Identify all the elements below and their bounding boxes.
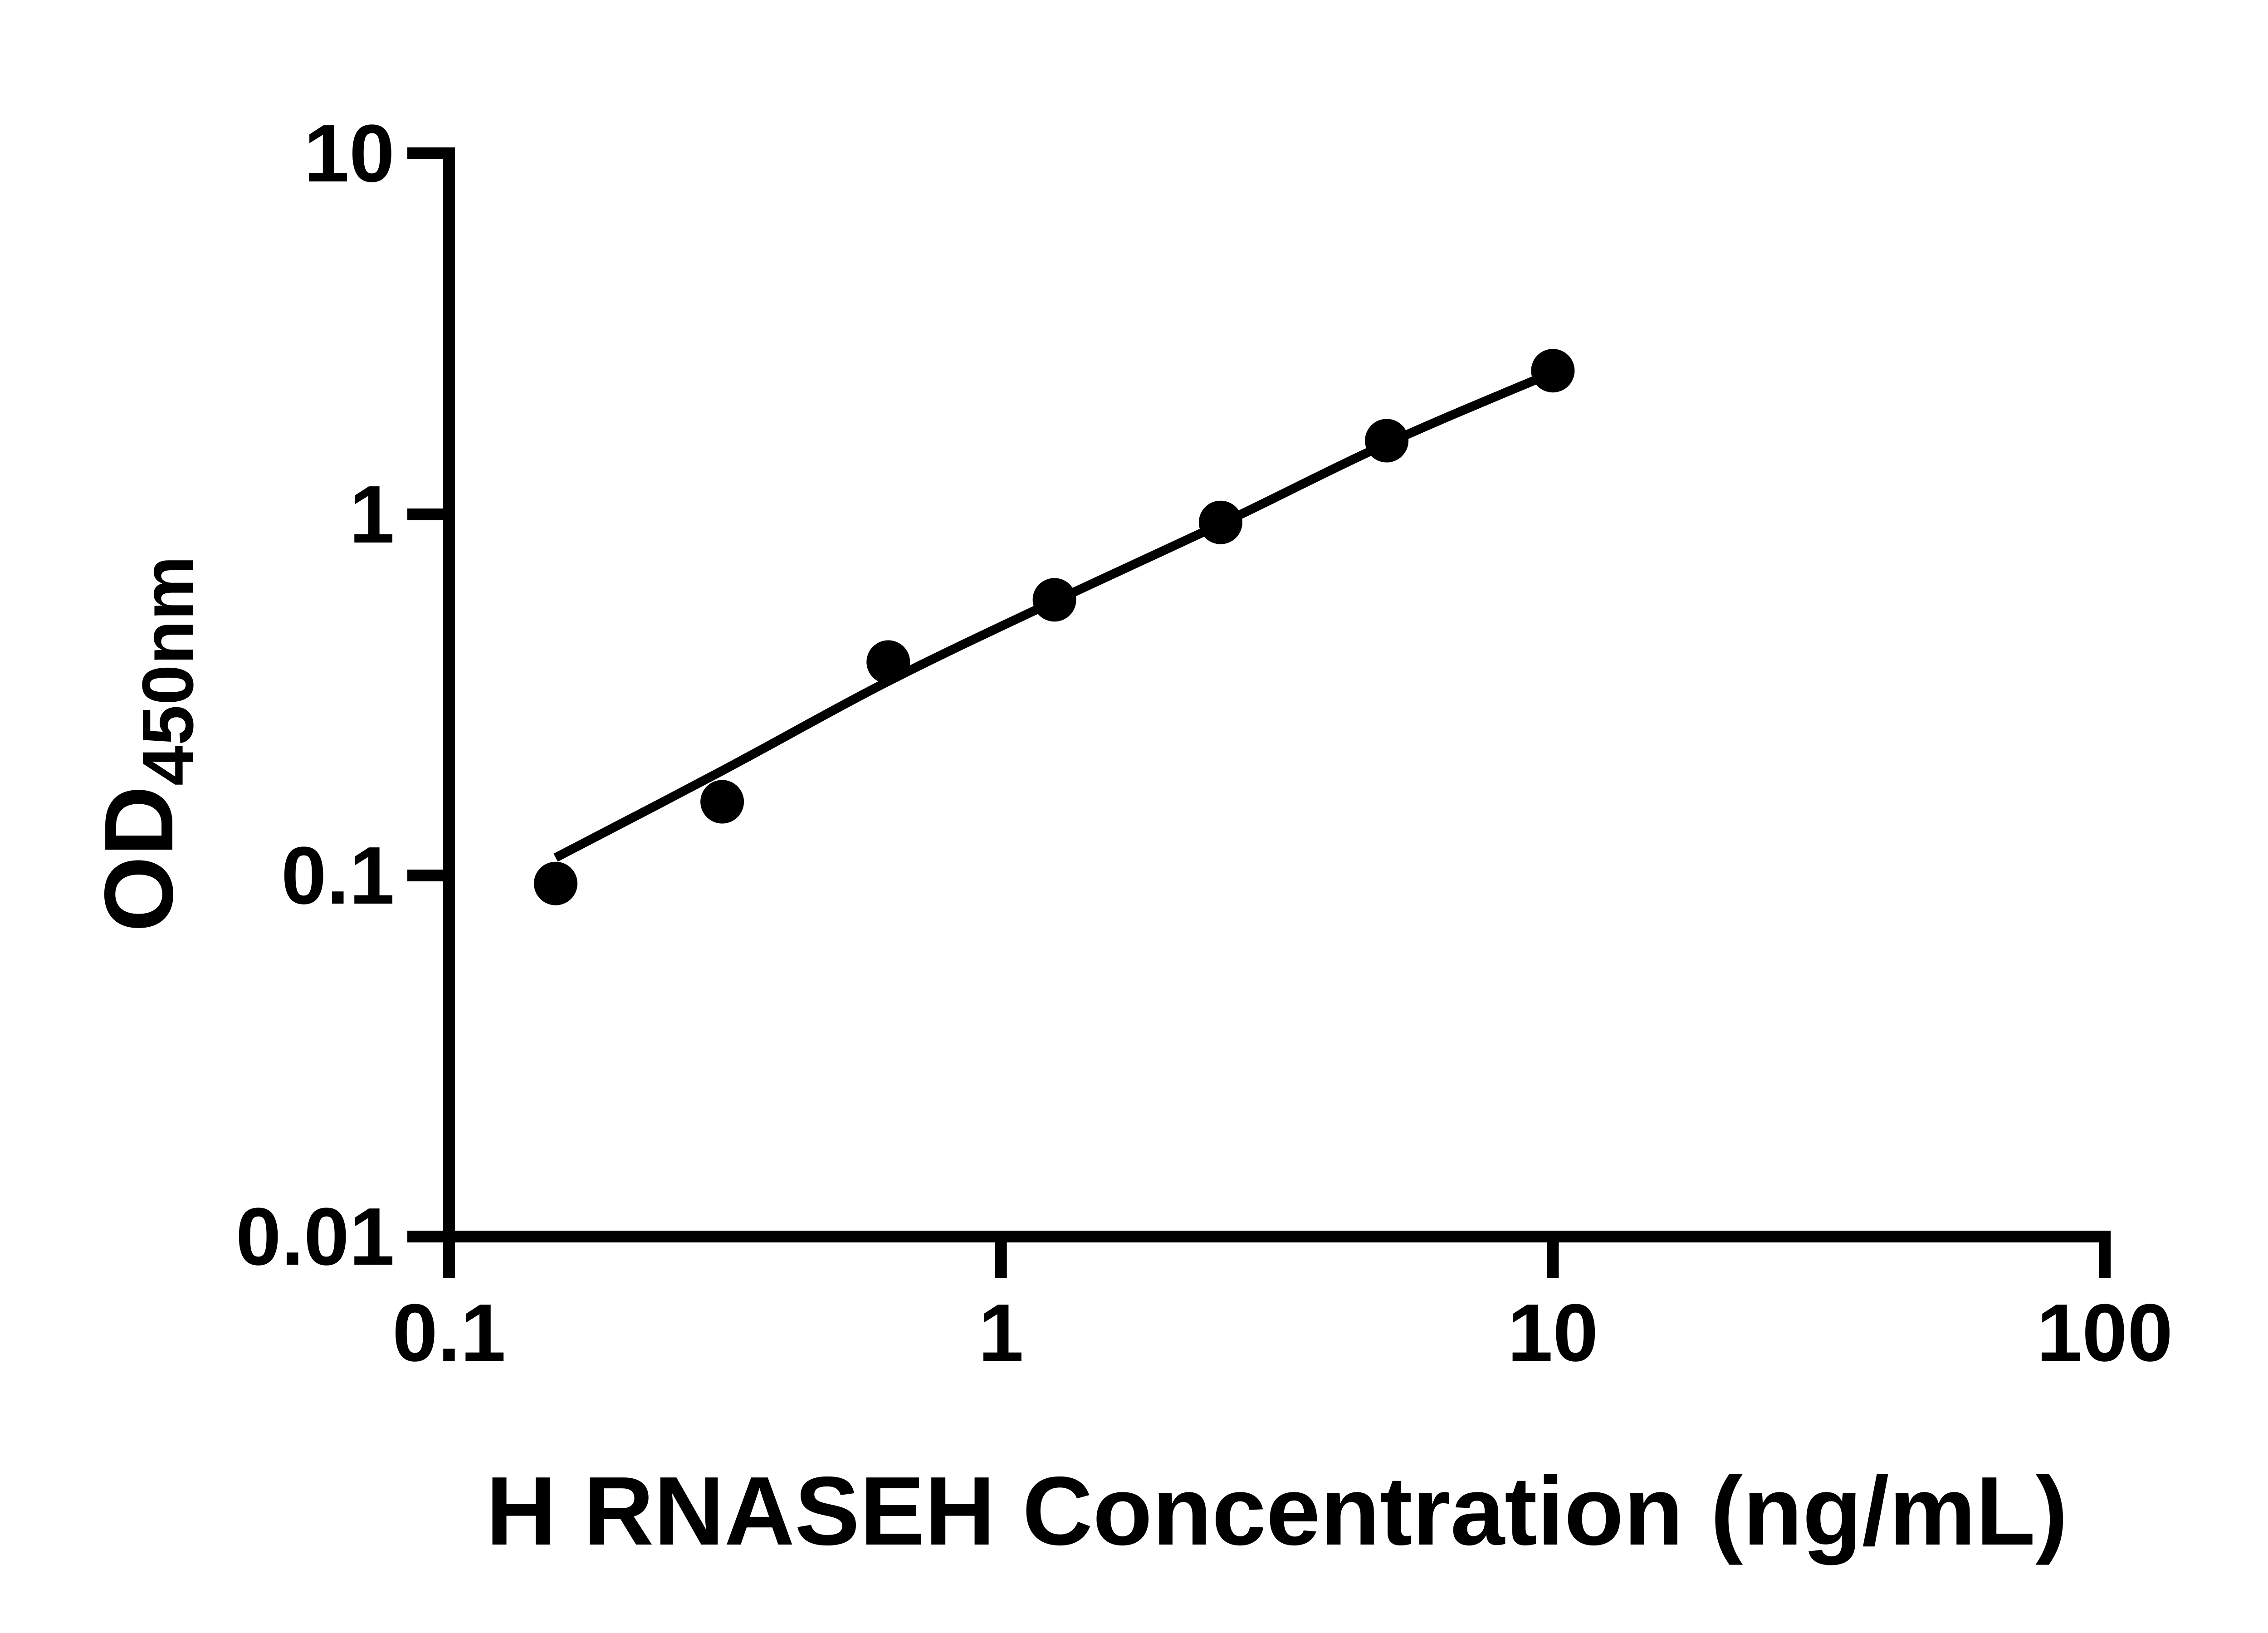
y-axis-title-main: OD [84,786,193,932]
data-point-marker [1198,500,1242,544]
data-point-marker [700,780,744,824]
data-points [534,349,1575,905]
y-tick-label: 10 [304,108,395,199]
data-point-marker [1032,578,1076,622]
data-point-marker [1531,349,1575,393]
y-tick-label: 1 [349,469,395,560]
data-point-marker [534,861,577,905]
x-tick-label: 1 [978,1287,1024,1379]
y-tick-label: 0.01 [236,1191,395,1282]
data-point-marker [1365,419,1409,463]
x-tick-label: 100 [2037,1287,2173,1379]
y-axis-title: OD450nm [84,556,208,932]
axes [407,147,2111,1242]
x-axis-title: H RNASEH Concentration (ng/mL) [486,1456,2068,1565]
data-point-marker [866,640,910,684]
axis-ticks [407,147,2111,1278]
y-tick-label: 0.1 [281,830,395,921]
y-axis-title-subscript: 450nm [127,556,208,786]
x-tick-label: 10 [1507,1287,1598,1379]
x-tick-label: 0.1 [392,1287,506,1379]
